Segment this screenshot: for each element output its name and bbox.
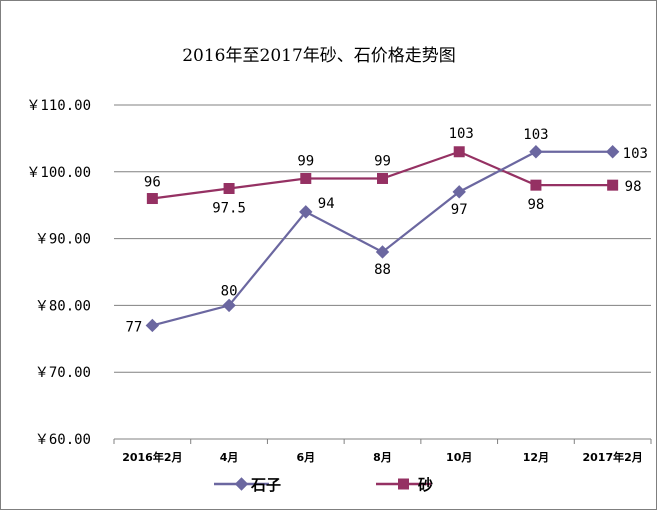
y-tick-label: ￥90.00	[35, 232, 91, 248]
x-tick-label: 2016年2月	[122, 450, 182, 464]
x-tick-label: 8月	[373, 451, 392, 464]
sand-data-point	[300, 172, 312, 184]
stone-data-point	[222, 298, 236, 313]
x-tick-label: 10月	[446, 451, 472, 464]
legend-label-stone: 石子	[250, 476, 281, 494]
data-labels: 96 97.5 99 99 103 98 98 77 80 94 88 97 103 103	[125, 126, 647, 336]
stone-data-point	[529, 145, 543, 159]
sand-data-point	[377, 172, 388, 184]
sand-data-label: 99	[374, 153, 391, 169]
legend-label-sand: 砂	[418, 476, 433, 494]
sand-data-label: 97.5	[212, 201, 246, 217]
grid-lines	[114, 104, 651, 373]
y-tick-label: ￥110.00	[26, 98, 91, 114]
stone-data-label: 88	[374, 262, 391, 278]
sand-data-label: 98	[527, 197, 544, 213]
x-tick-label: 2017年2月	[583, 450, 643, 464]
series-lines	[145, 145, 620, 333]
sand-data-point	[146, 193, 158, 205]
stone-data-label: 103	[623, 146, 648, 162]
stone-data-label: 97	[451, 202, 468, 218]
y-tick-label: ￥60.00	[35, 432, 91, 448]
stone-data-label: 94	[318, 196, 335, 212]
stone-data-label: 77	[125, 319, 142, 335]
legend-marker-stone	[234, 477, 249, 491]
sand-data-label: 98	[625, 179, 642, 195]
chart-title: 2016年至2017年砂、石价格走势图	[182, 46, 456, 66]
stone-data-point	[145, 318, 160, 333]
sand-data-point	[223, 183, 235, 194]
stone-data-point	[452, 185, 466, 199]
x-tick-label: 4月	[220, 451, 239, 464]
sand-data-point	[530, 179, 542, 191]
stone-data-point	[299, 205, 313, 219]
stone-data-point	[605, 145, 620, 159]
sand-data-label: 103	[449, 126, 474, 142]
legend-marker-sand	[398, 478, 409, 490]
sand-data-point	[607, 179, 619, 191]
y-tick-label: ￥70.00	[35, 365, 91, 381]
sand-data-label: 96	[144, 175, 161, 191]
stone-data-label: 103	[523, 127, 548, 143]
sand-data-point	[453, 146, 465, 158]
sand-data-label: 99	[297, 153, 314, 169]
axes: ￥60.00 ￥70.00 ￥80.00 ￥90.00 ￥100.00 ￥110.00 20…	[26, 98, 652, 464]
stone-data-label: 80	[221, 283, 238, 299]
legend: 石子 砂	[214, 476, 433, 494]
y-tick-label: ￥80.00	[35, 298, 91, 314]
stone-data-point	[375, 245, 390, 259]
x-tick-label: 12月	[523, 451, 549, 464]
x-tick-label: 6月	[296, 451, 315, 464]
y-tick-label: ￥100.00	[26, 165, 91, 181]
